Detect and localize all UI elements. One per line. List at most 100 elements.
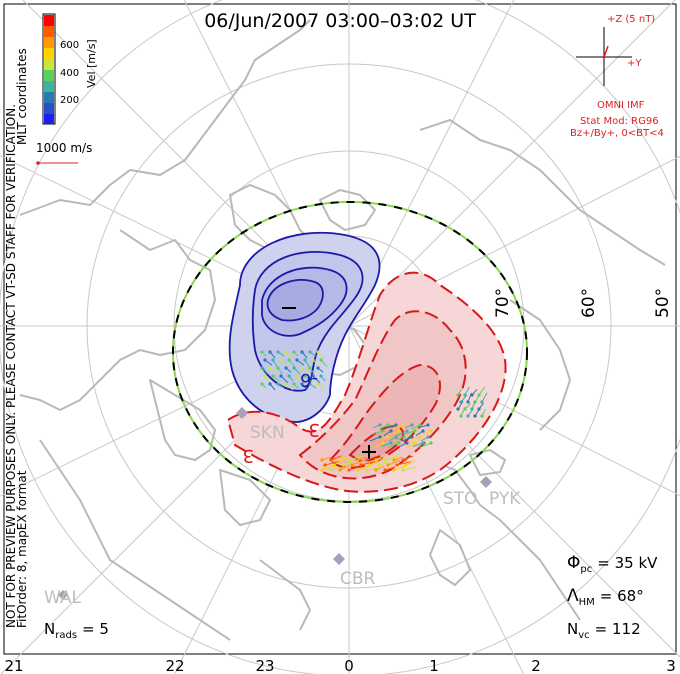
meridian [348, 0, 676, 327]
station-marker-cbr [333, 553, 345, 565]
mlt-tick: 23 [255, 657, 274, 674]
contour-label-positive: 3 [309, 419, 320, 440]
velocity-vector-origin [473, 414, 477, 418]
velocity-vector-origin [341, 463, 345, 467]
velocity-vector-origin [284, 382, 288, 386]
velocity-vector-origin [279, 358, 283, 362]
velocity-vector [402, 466, 417, 471]
velocity-vector-origin [377, 463, 381, 467]
velocity-vector-origin [356, 458, 360, 462]
velocity-vector-origin [320, 458, 324, 462]
velocity-vector [384, 466, 396, 471]
velocity-vector-origin [323, 463, 327, 467]
coordinate-system-label: MLT coordinates [15, 48, 29, 145]
velocity-vector-origin [456, 393, 460, 397]
velocity-vector-origin [329, 468, 333, 472]
velocity-vector-origin [359, 463, 363, 467]
velocity-vector-origin [329, 458, 333, 462]
velocity-vector-origin [386, 423, 390, 427]
scale-vector: 1000 m/s [36, 141, 92, 165]
velocity-vector-origin [303, 374, 307, 378]
velocity-vector [378, 461, 390, 466]
velocity-vector-origin [394, 435, 398, 439]
velocity-vector-origin [308, 350, 312, 354]
velocity-vector-origin [319, 358, 323, 362]
radar-count: Nrads = 5 [44, 620, 109, 641]
station-labels: SKN STO PYK CBR WAL [44, 423, 521, 608]
velocity-vector-origin [260, 366, 264, 370]
velocity-vector [396, 430, 408, 437]
velocity-vector-origin [410, 423, 414, 427]
velocity-vector [324, 461, 339, 466]
station-label-sto: STO [443, 489, 478, 509]
velocity-vector [385, 424, 397, 429]
scale-vector-label: 1000 m/s [36, 141, 92, 155]
velocity-vectors [260, 350, 488, 472]
velocity-vector-origin [386, 463, 390, 467]
velocity-vector [380, 442, 392, 447]
velocity-vector-origin [284, 350, 288, 354]
velocity-vector [339, 456, 353, 461]
velocity-vector [478, 386, 486, 396]
velocity-vector [417, 424, 429, 429]
velocity-vector-origin [263, 358, 267, 362]
velocity-vector [396, 461, 411, 466]
velocity-vector-origin [300, 366, 304, 370]
velocity-vector-origin [276, 382, 280, 386]
station-marker-wal [58, 590, 68, 600]
velocity-vector-origin [401, 458, 405, 462]
velocity-vector-origin [456, 407, 460, 411]
coastline-canada-south [39, 439, 311, 641]
velocity-vector [348, 455, 363, 461]
velocity-vector-origin [316, 366, 320, 370]
coastline-asia [419, 119, 666, 431]
velocity-vector [387, 442, 400, 449]
velocity-vector-origin [418, 435, 422, 439]
coastline-iceland [469, 449, 506, 476]
velocity-vector-origin [466, 400, 470, 404]
mlt-tick: 22 [165, 657, 184, 674]
velocity-vector-origin [295, 358, 299, 362]
velocity-vector [321, 465, 335, 471]
mlt-tick: 0 [344, 657, 354, 674]
velocity-vector-origin [383, 458, 387, 462]
velocity-vector-origin [271, 374, 275, 378]
velocity-vector [360, 461, 375, 466]
imf-condition: Bz+/By+, 0<BT<4 [570, 128, 664, 139]
velocity-vector [375, 456, 389, 461]
velocity-vector-origin [276, 350, 280, 354]
velocity-vector-origin [308, 382, 312, 386]
velocity-vector-origin [260, 382, 264, 386]
imf-y-label: +Y [627, 58, 642, 69]
velocity-vector-origin [347, 468, 351, 472]
velocity-vector-origin [263, 374, 267, 378]
velocity-vector-origin [397, 441, 401, 445]
lat-label-50: 50° [653, 288, 673, 318]
mlt-tick: 1 [429, 657, 439, 674]
imf-indicator: +Z (5 nT) +Y OMNI IMF Stat Mod: RG96 Bz+… [570, 14, 664, 139]
velocity-vector-origin [356, 468, 360, 472]
velocity-vector-origin [410, 435, 414, 439]
velocity-vector [376, 436, 389, 441]
velocity-colorbar: 600 400 200 Vel [m/s] [42, 13, 98, 125]
velocity-vector-origin [292, 382, 296, 386]
velocity-vector-origin [350, 463, 354, 467]
cross-polar-potential: Φpc = 35 kV [567, 553, 658, 575]
velocity-vector [280, 375, 289, 384]
verification-watermark: NOT FOR PREVIEW PURPOSES ONLY. PLEASE CO… [4, 104, 18, 628]
velocity-vector-origin [284, 366, 288, 370]
velocity-vector-origin [381, 441, 385, 445]
velocity-vector-origin [466, 414, 470, 418]
velocity-vector-origin [429, 429, 433, 433]
velocity-vector-origin [418, 423, 422, 427]
velocity-vector [312, 375, 321, 384]
map-stats: Φpc = 35 kV ΛHM = 68° Nvc = 112 Nrads = 5 [44, 553, 658, 641]
velocity-vector [419, 442, 432, 449]
velocity-vector-origin [429, 441, 433, 445]
colorbar-tick: 400 [60, 68, 79, 79]
station-label-skn: SKN [250, 423, 285, 443]
station-label-pyk: PYK [489, 489, 521, 509]
velocity-vector-origin [405, 441, 409, 445]
velocity-vector-origin [300, 382, 304, 386]
positive-cell [226, 271, 507, 493]
